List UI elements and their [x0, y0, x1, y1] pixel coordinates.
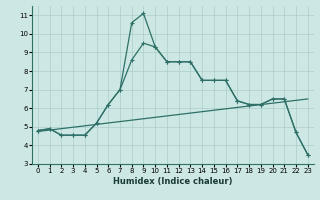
X-axis label: Humidex (Indice chaleur): Humidex (Indice chaleur): [113, 177, 233, 186]
